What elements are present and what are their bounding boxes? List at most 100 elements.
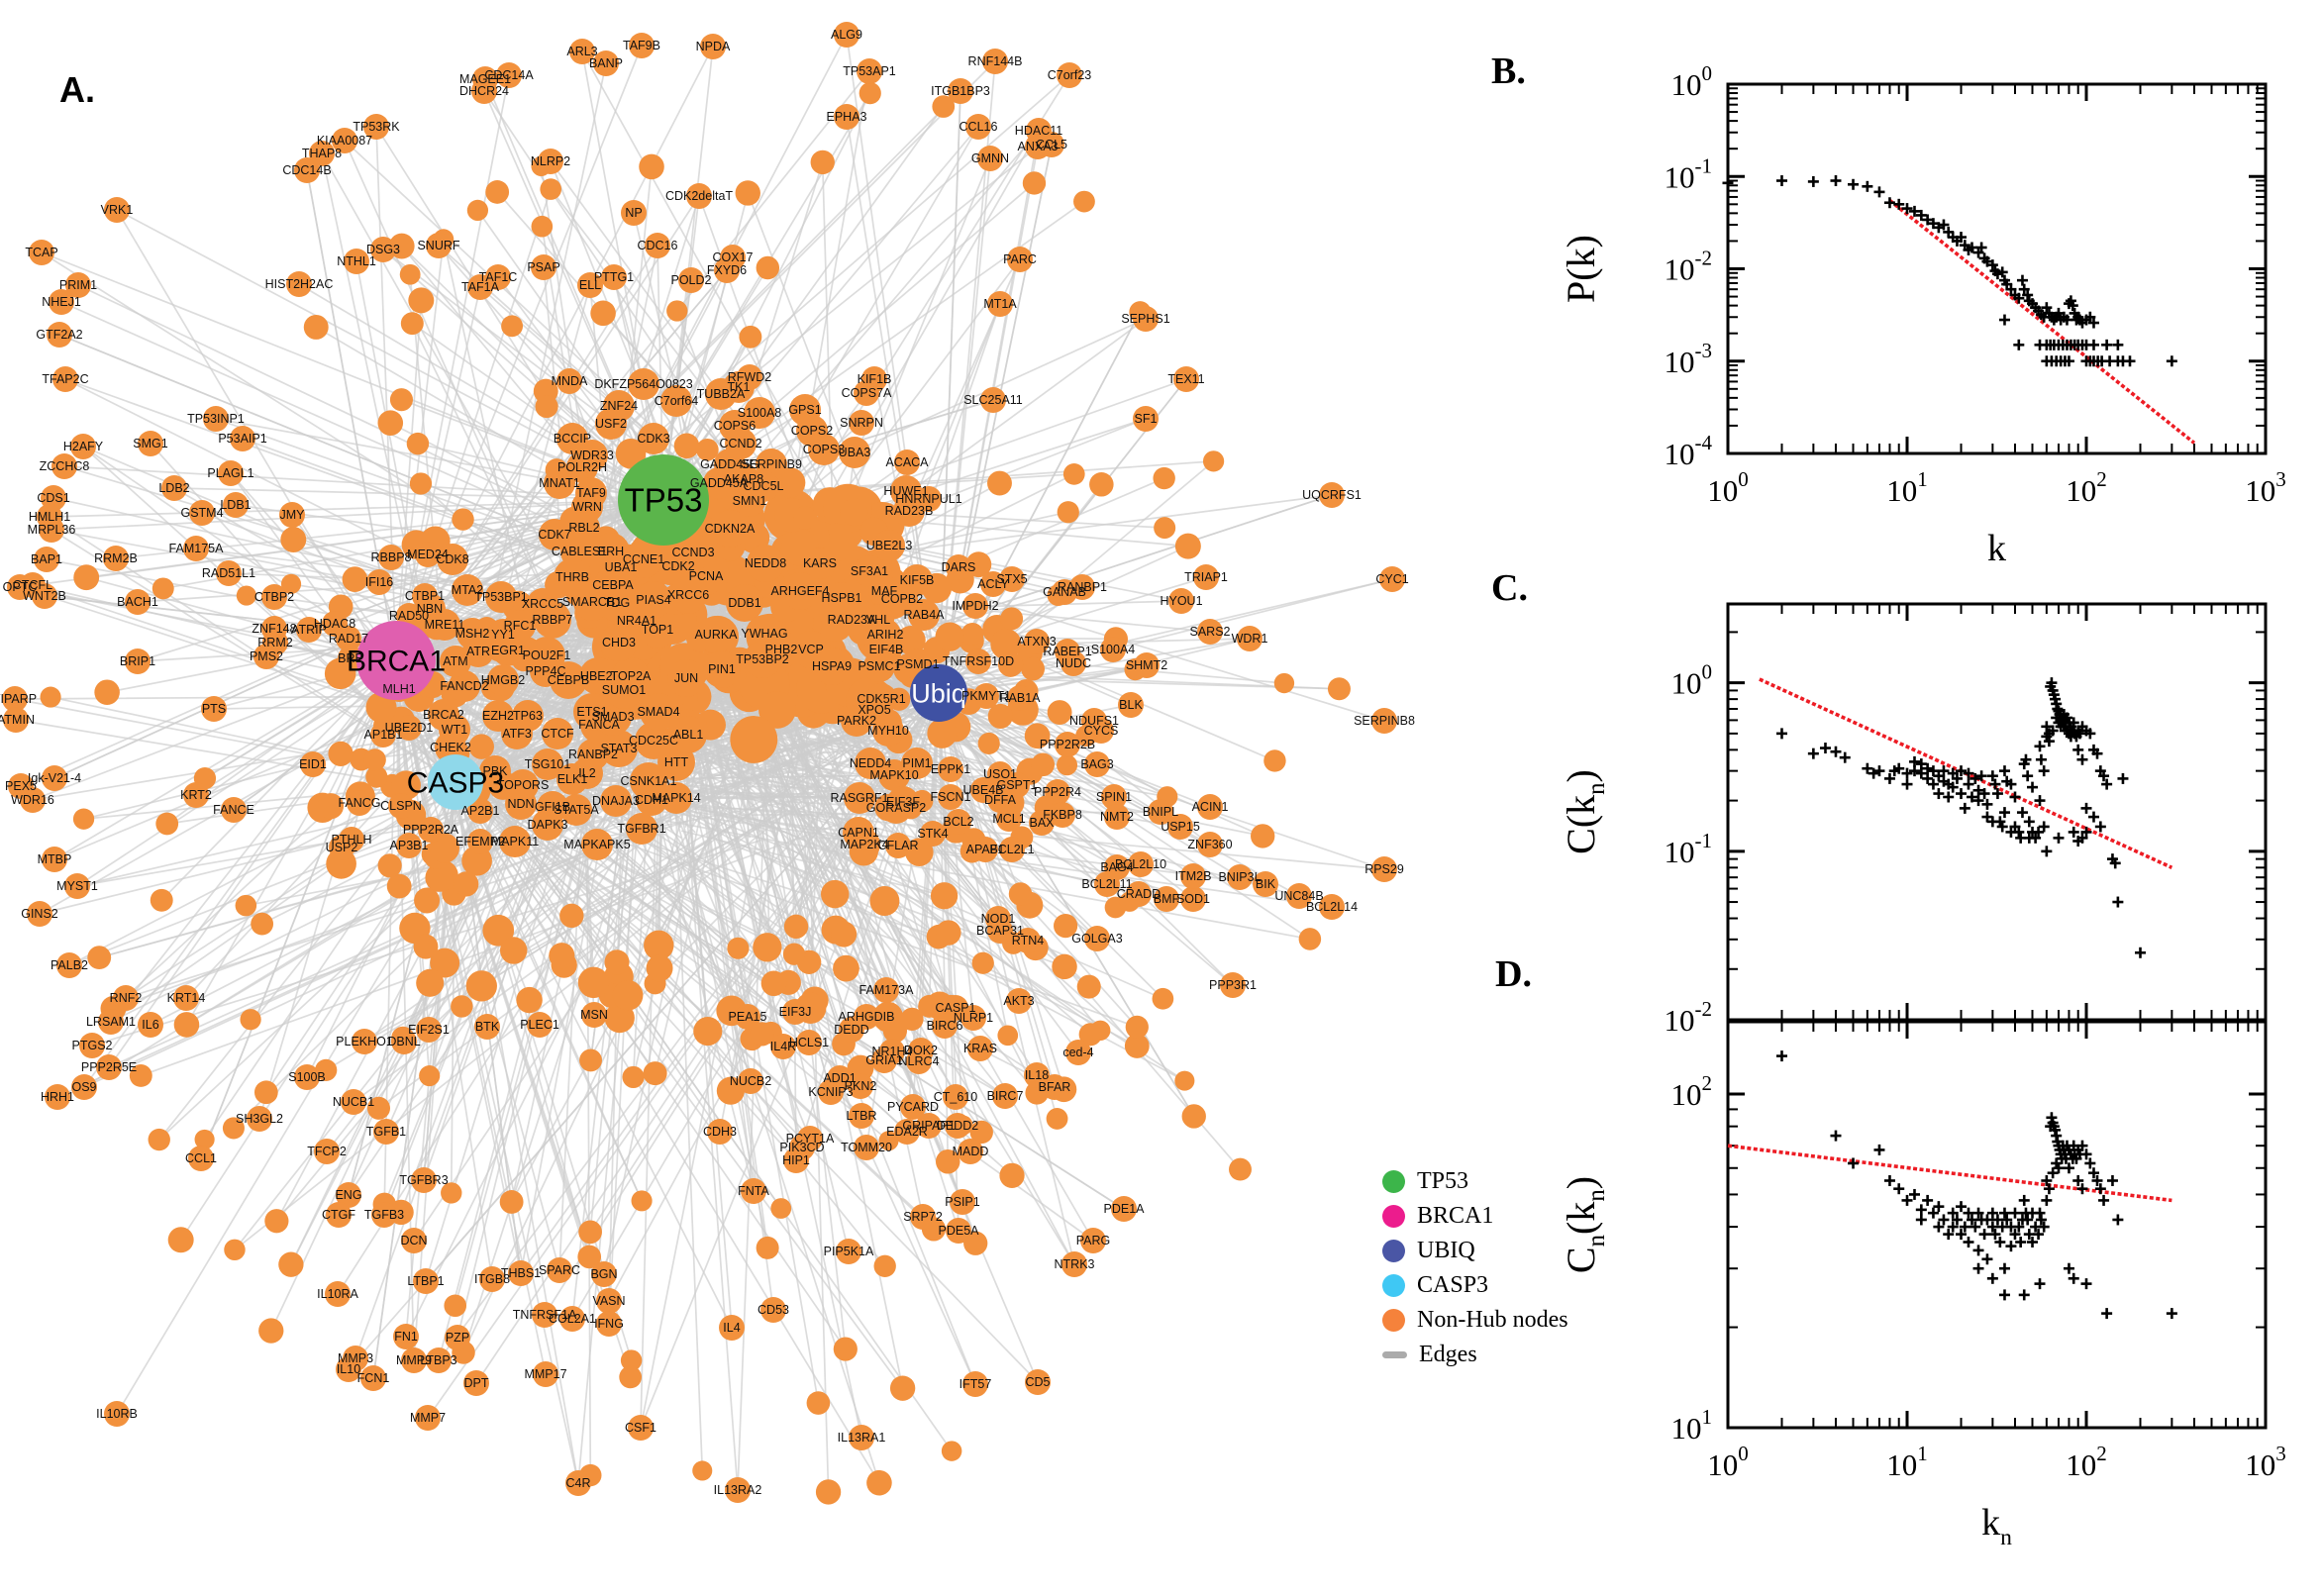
- node-label: NMT2: [1100, 810, 1134, 824]
- network-node: [138, 1012, 163, 1038]
- network-node: [70, 434, 96, 459]
- network-node: [834, 22, 859, 48]
- node-label: KCNIP3: [808, 1085, 853, 1099]
- node-label: GADD45G: [700, 457, 759, 471]
- network-node: [1197, 619, 1223, 645]
- network-node: [1057, 62, 1082, 88]
- network-node: [726, 584, 763, 622]
- tick-label: 10-2: [1665, 247, 1713, 287]
- network-node: [1076, 974, 1101, 999]
- network-node: [347, 790, 372, 816]
- network-node: [719, 1315, 745, 1341]
- node-label: BANP: [589, 56, 623, 70]
- node-label: UBA1: [605, 560, 638, 574]
- network-node: [946, 554, 971, 580]
- network-node: [810, 150, 835, 175]
- network-node: [967, 1036, 993, 1061]
- node-label: WNT2B: [23, 589, 66, 603]
- node-label: ARHGEF4: [770, 584, 829, 598]
- network-node: [40, 686, 61, 708]
- x-axis-title: k: [1987, 528, 2006, 569]
- node-label: EIF2S1: [408, 1023, 450, 1037]
- network-node: [416, 1017, 442, 1043]
- network-node: [711, 510, 749, 548]
- node-label: YY1: [491, 628, 515, 642]
- plot-panel-c: 100 10-1 10-2 C(kn​): [1559, 602, 2268, 1038]
- node-label: POLR2H: [557, 460, 607, 474]
- network-node: [173, 985, 199, 1011]
- node-label: TP63: [513, 709, 543, 723]
- node-label: CCNE1: [623, 552, 664, 566]
- network-node: [1088, 718, 1114, 744]
- network-node: [839, 437, 870, 468]
- node-label: TUBB2A: [697, 387, 746, 401]
- node-label: HIP1: [782, 1153, 810, 1167]
- network-node: [889, 1375, 916, 1401]
- network-node: [549, 943, 575, 969]
- node-label: TP53BP2: [736, 652, 789, 666]
- node-label: TP53BP1: [474, 590, 528, 604]
- network-node: [161, 475, 187, 501]
- node-label: AURKA: [694, 628, 738, 642]
- hub-nodes: TP53 BRCA1 Ubiq CASP3: [347, 454, 967, 810]
- node-label: RAD23B: [885, 504, 934, 518]
- node-label: VHL: [866, 613, 890, 627]
- network-node: [104, 197, 130, 223]
- named-nodes: [2, 22, 1405, 1503]
- hub-node-brca1: [356, 621, 436, 700]
- node-label: KIF1B: [858, 372, 892, 386]
- svg-text:P(k): P(k): [1559, 235, 1603, 303]
- network-node: [216, 560, 242, 586]
- node-label: BCL2: [943, 815, 973, 829]
- node-label: FAM175A: [169, 542, 225, 555]
- network-node: [573, 583, 611, 621]
- node-label: THRB: [556, 570, 589, 584]
- network-node: [579, 1048, 602, 1072]
- node-label: TAF1C: [479, 270, 518, 284]
- network-node: [487, 664, 519, 696]
- node-label: MAPK10: [869, 768, 918, 782]
- node-label: FANCG: [338, 796, 380, 810]
- node-label: UBE4B: [963, 783, 1004, 797]
- node-label: PRIM1: [59, 278, 97, 292]
- network-node: [900, 1007, 924, 1031]
- network-node: [341, 1089, 366, 1115]
- node-label: IL6: [142, 1018, 158, 1032]
- network-node: [896, 625, 926, 655]
- node-label: RTN4: [1012, 934, 1044, 948]
- network-node: [910, 1204, 936, 1230]
- node-label: MYST1: [56, 879, 98, 893]
- legend-label: CASP3: [1417, 1272, 1489, 1298]
- node-label: RBL2: [568, 521, 599, 535]
- node-label: MTBP: [38, 852, 72, 866]
- node-label: PIK3CD: [779, 1141, 824, 1154]
- network-node: [534, 601, 571, 639]
- y-axis-title: Cn​(kn​): [1559, 1176, 1610, 1273]
- node-label: PIN1: [708, 662, 736, 676]
- network-node: [982, 49, 1008, 74]
- network-node: [941, 1441, 962, 1461]
- network-node: [1025, 134, 1051, 159]
- network-node: [932, 1013, 958, 1039]
- network-node: [620, 1349, 643, 1371]
- node-label: APAF1: [966, 843, 1005, 856]
- network-node: [997, 651, 1024, 677]
- network-node: [950, 1189, 975, 1215]
- network-node: [87, 946, 112, 970]
- node-label: CDS1: [37, 491, 69, 505]
- network-node: [831, 921, 858, 948]
- network-node: [808, 434, 840, 465]
- hub-label-ubiq: Ubiq: [911, 678, 966, 708]
- node-label: CDK2deltaT: [665, 189, 733, 203]
- network-node: [98, 1009, 124, 1035]
- network-node: [280, 527, 307, 552]
- network-node: [980, 387, 1006, 413]
- network-node: [72, 808, 95, 830]
- network-node: [329, 835, 354, 860]
- node-label: RNF2: [110, 991, 143, 1005]
- node-label: PSAP: [527, 260, 559, 274]
- network-node: [352, 1029, 377, 1054]
- node-label: CCND2: [719, 437, 761, 450]
- legend-item-edges: Edges: [1382, 1338, 1568, 1372]
- network-node: [1055, 732, 1080, 757]
